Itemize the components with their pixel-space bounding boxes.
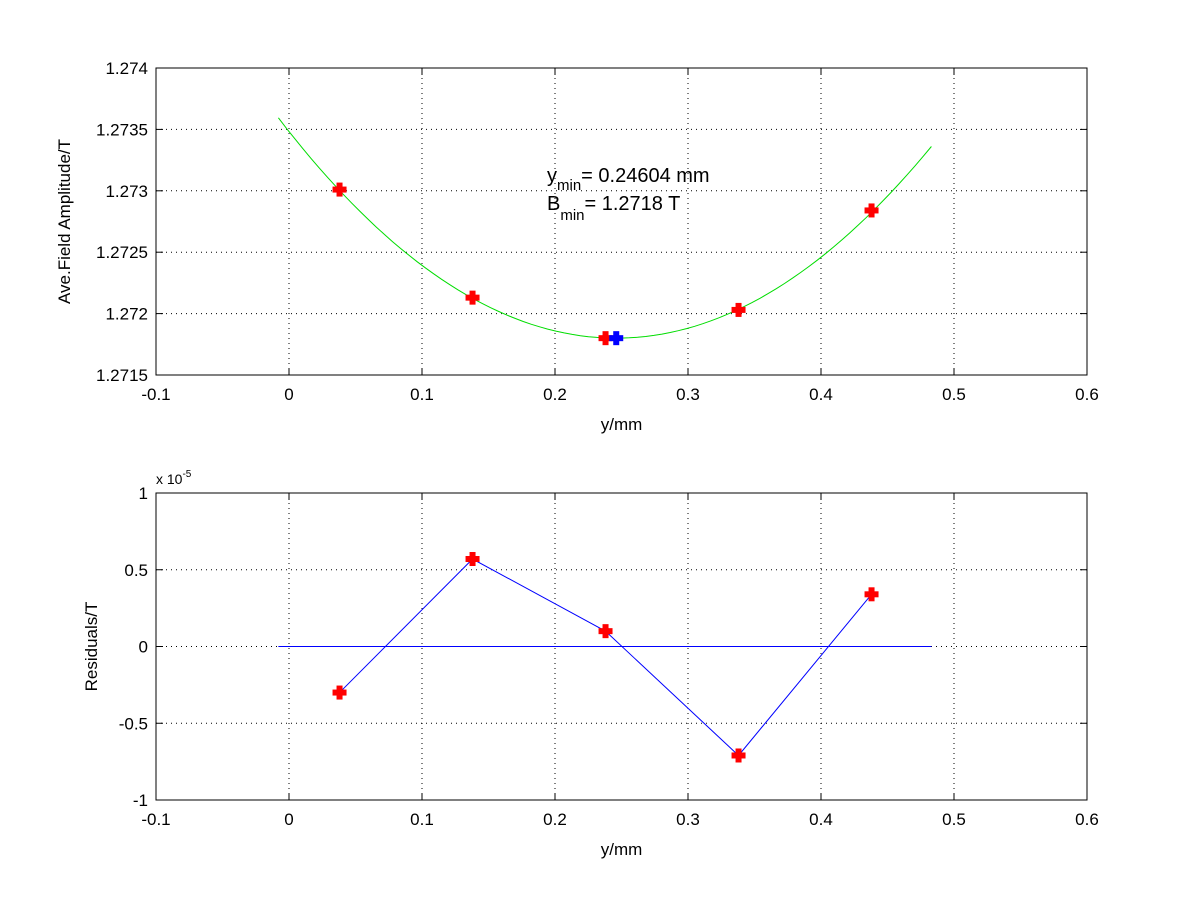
x-axis-label: y/mm (601, 415, 643, 434)
y-tick-label: 1.273 (105, 182, 148, 201)
plot-area (156, 68, 1087, 375)
y-tick-label: 1.274 (105, 59, 148, 78)
x-tick-label: 0.3 (676, 385, 700, 404)
y-tick-label: 0.5 (124, 561, 148, 580)
subplot-2: -0.1 0 0.1 0.2 0.3 0.4 0.5 0.6 -1 -0.5 0 0.5 1 y/mm Re… (82, 469, 1099, 859)
x-tick-label: 0.6 (1075, 385, 1099, 404)
x-tick-label: -0.1 (141, 385, 170, 404)
data-point (864, 587, 879, 602)
x-tick-label: 0 (284, 810, 293, 829)
x-tick-label: 0.1 (410, 385, 434, 404)
data-point (332, 182, 347, 197)
data-point (864, 203, 879, 218)
x-tick-label: 0 (284, 385, 293, 404)
y-tick-label: 1.2725 (96, 243, 148, 262)
x-axis-label: y/mm (601, 840, 643, 859)
y-scale-factor: x 10-5 (156, 469, 192, 487)
x-tick-label: 0.1 (410, 810, 434, 829)
x-tick-label: 0.3 (676, 810, 700, 829)
data-point (598, 331, 613, 346)
y-tick-label: -0.5 (119, 714, 148, 733)
x-tick-label: 0.4 (809, 810, 833, 829)
data-point (332, 685, 347, 700)
bmin-annotation: Bmin= 1.2718 T (547, 193, 680, 224)
x-tick-label: 0.6 (1075, 810, 1099, 829)
x-tick-label: 0.4 (809, 385, 833, 404)
data-point (731, 302, 746, 317)
data-point (465, 290, 480, 305)
x-tick-label: 0.5 (942, 810, 966, 829)
axes-box (155, 67, 1088, 376)
subplot-1: -0.1 0 0.1 0.2 0.3 0.4 0.5 0.6 1.2715 1.272 1.2725… (55, 59, 1099, 434)
data-point (598, 624, 613, 639)
ymin-annotation: ymin= 0.24604 mm (547, 165, 710, 194)
x-tick-label: 0.2 (543, 385, 567, 404)
x-tick-label: 0.5 (942, 385, 966, 404)
y-tick-label: 0 (139, 638, 148, 657)
y-tick-label: -1 (133, 791, 148, 810)
y-tick-label: 1.2735 (96, 120, 148, 139)
y-tick-label: 1.2715 (96, 366, 148, 385)
y-tick-label: 1 (139, 484, 148, 503)
y-axis-label: Ave.Field Amplitude/T (55, 139, 74, 304)
x-tick-label: -0.1 (141, 810, 170, 829)
data-point (465, 552, 480, 567)
y-tick-label: 1.272 (105, 305, 148, 324)
minimum-point (609, 331, 624, 346)
axes-box (155, 492, 1088, 801)
data-point (731, 748, 746, 763)
y-axis-label: Residuals/T (82, 602, 101, 692)
x-tick-label: 0.2 (543, 810, 567, 829)
